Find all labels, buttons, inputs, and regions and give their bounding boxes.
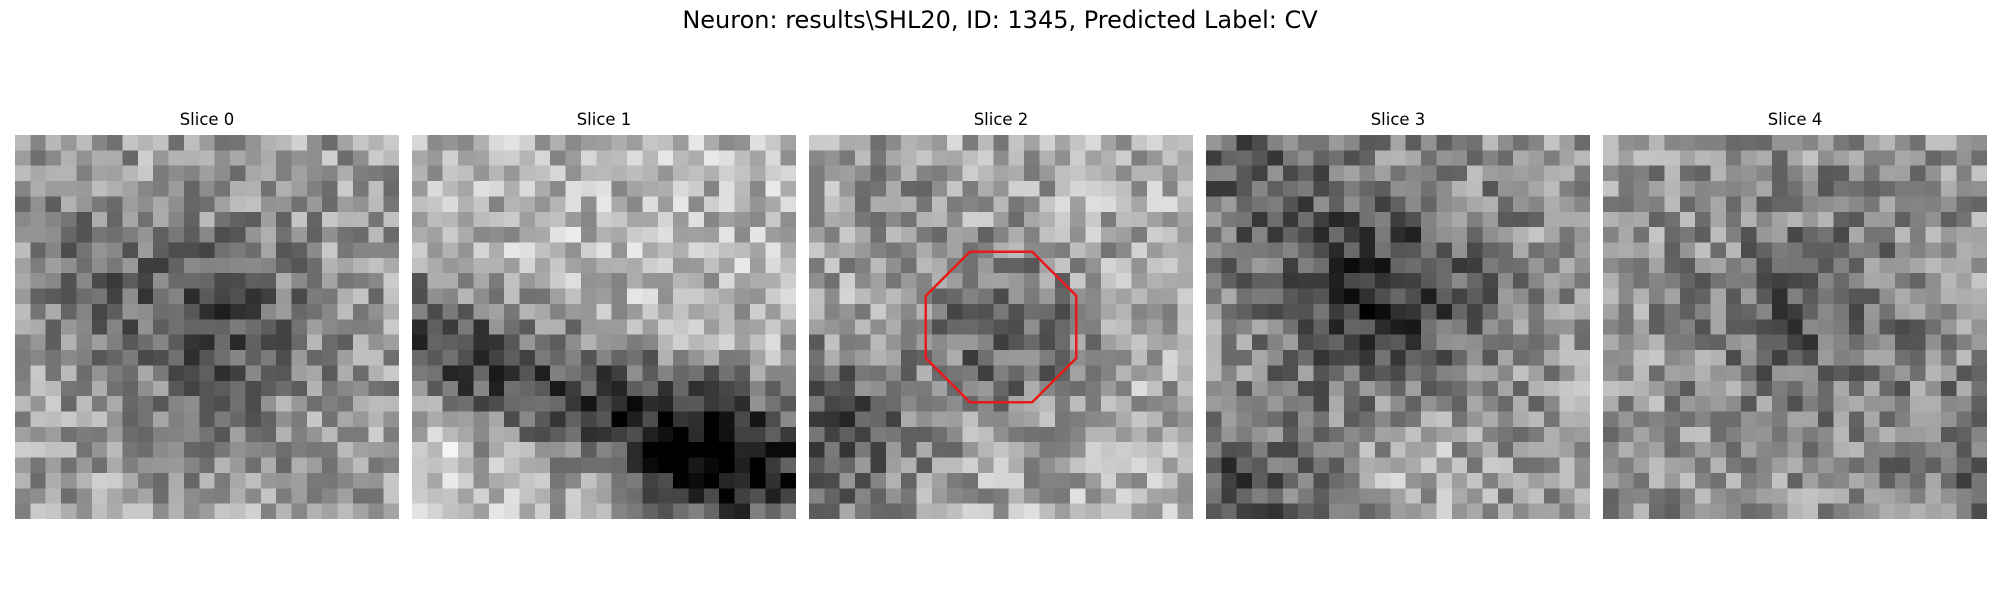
- slice-image-0: [15, 135, 399, 519]
- slice-title-4: Slice 4: [1767, 110, 1823, 129]
- figure-title: Neuron: results\SHL20, ID: 1345, Predict…: [682, 6, 1318, 34]
- slice-image-3: [1206, 135, 1590, 519]
- roi-outline: [924, 250, 1078, 404]
- slice-image-2: [809, 135, 1193, 519]
- slice-image-1: [412, 135, 796, 519]
- slice-title-1: Slice 1: [576, 110, 632, 129]
- slice-panel-2: Slice 2: [809, 108, 1193, 519]
- slice-panel-0: Slice 0: [15, 108, 399, 519]
- slice-title-2: Slice 2: [973, 110, 1029, 129]
- slice-panel-3: Slice 3: [1206, 108, 1590, 519]
- slice-title-0: Slice 0: [179, 110, 235, 129]
- slice-image-4: [1603, 135, 1987, 519]
- slice-panel-1: Slice 1: [412, 108, 796, 519]
- slice-panel-4: Slice 4: [1603, 108, 1987, 519]
- slice-title-3: Slice 3: [1370, 110, 1426, 129]
